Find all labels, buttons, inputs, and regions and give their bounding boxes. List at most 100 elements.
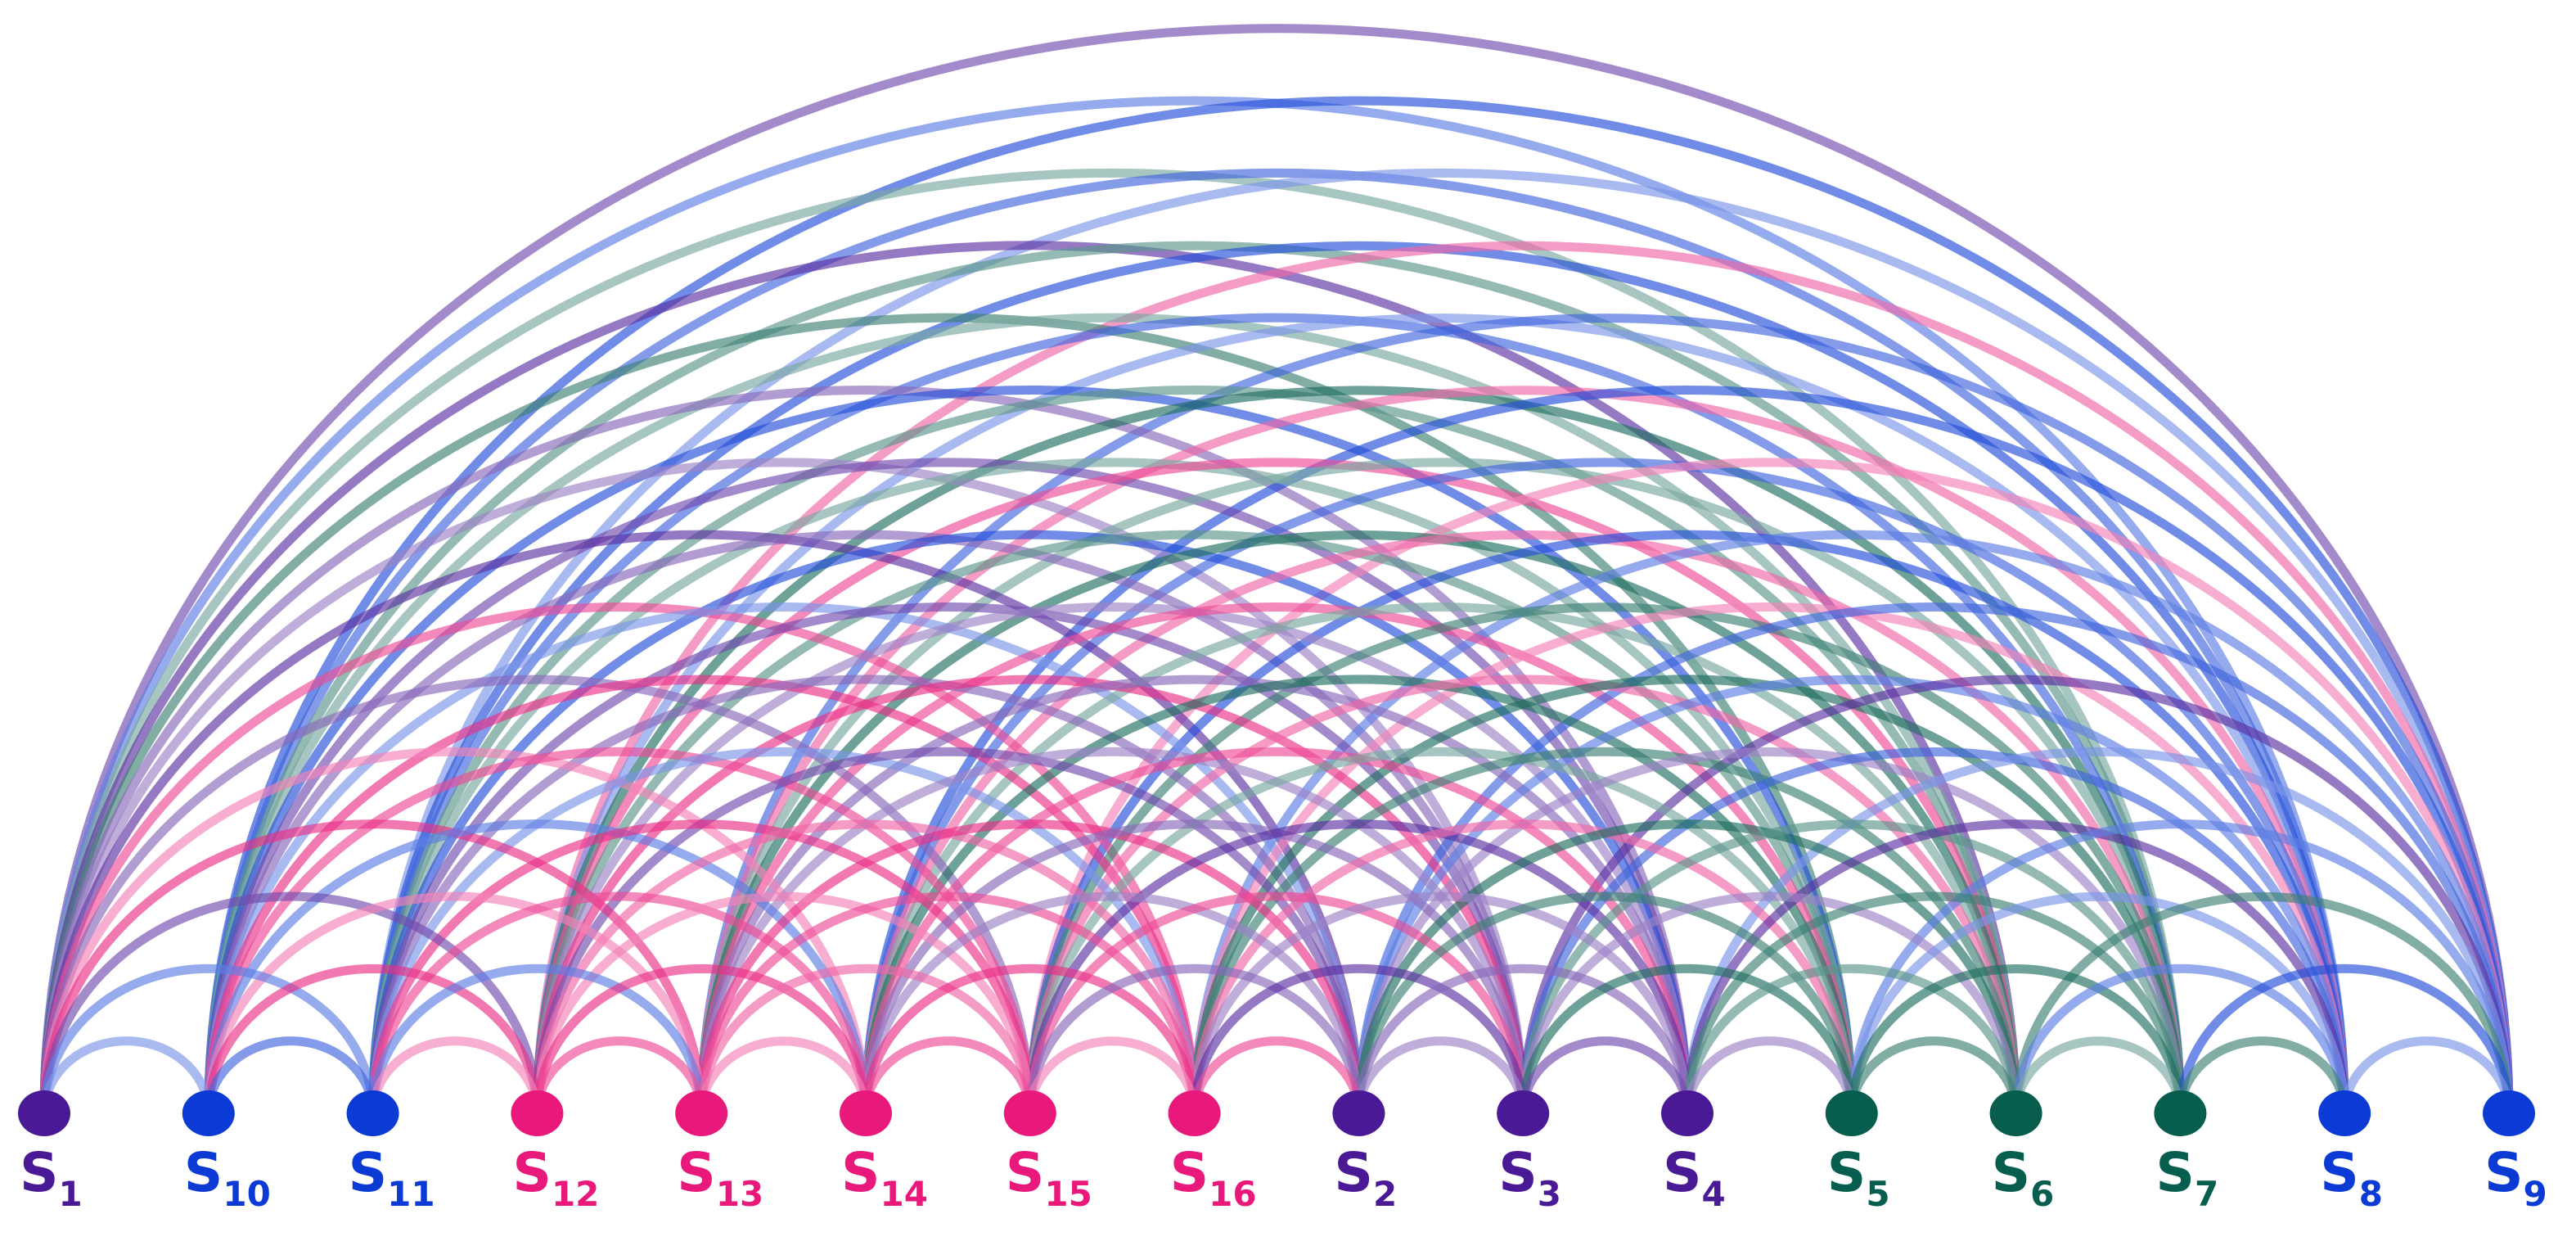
edge [1190, 891, 1692, 1118]
node-subscript: 12 [552, 1174, 599, 1214]
edge [1190, 963, 1528, 1118]
edge [532, 458, 2021, 1118]
node-subscript: 3 [1538, 1174, 1561, 1214]
node-subscript: 9 [2524, 1174, 2547, 1214]
edge [861, 458, 2349, 1118]
edge [39, 1036, 214, 1118]
node [2318, 1090, 2371, 1136]
node-label: S15 [1006, 1141, 1092, 1214]
edge [1682, 747, 2514, 1118]
node-label: S3 [1498, 1141, 1561, 1214]
edge [1025, 602, 2185, 1118]
node-label: S2 [1334, 1141, 1397, 1214]
node [1497, 1090, 1550, 1136]
edge [696, 963, 1035, 1118]
node-label: S4 [1663, 1141, 1726, 1214]
edge [696, 385, 2349, 1118]
node-name: S [2155, 1141, 2195, 1204]
edge [1190, 602, 2349, 1118]
node-name: S [1006, 1141, 1045, 1204]
edge [861, 1036, 1035, 1118]
edge [861, 385, 2514, 1118]
edge [368, 168, 2514, 1118]
edge [39, 602, 1200, 1118]
edge [1847, 891, 2349, 1118]
node-label: S14 [841, 1141, 928, 1214]
node-subscript: 13 [716, 1174, 763, 1214]
edge [1025, 458, 2514, 1118]
node-label: S8 [2320, 1141, 2383, 1214]
edge [204, 385, 1857, 1118]
node-name: S [1992, 1141, 2031, 1204]
edge [368, 747, 1200, 1118]
edge [2175, 963, 2514, 1118]
node-label: S10 [184, 1141, 271, 1214]
node-subscript: 16 [1209, 1174, 1256, 1214]
node [840, 1090, 892, 1136]
edge [861, 602, 2021, 1118]
node-name: S [349, 1141, 388, 1204]
node [1003, 1090, 1056, 1136]
node-name: S [512, 1141, 552, 1204]
edge [1025, 891, 1528, 1118]
node-subscript: 10 [223, 1174, 270, 1214]
edge [1353, 963, 1692, 1118]
node-subscript: 4 [1702, 1174, 1726, 1214]
node-name: S [841, 1141, 880, 1204]
edge [696, 747, 1528, 1118]
node-label: S16 [1170, 1141, 1257, 1214]
node-label: S7 [2155, 1141, 2218, 1214]
node-subscript: 1 [59, 1174, 83, 1214]
node [1168, 1090, 1221, 1136]
edge [204, 168, 2349, 1118]
edge [1518, 891, 2021, 1118]
node-label: S1 [20, 1141, 83, 1214]
edge [861, 747, 1692, 1118]
node [675, 1090, 728, 1136]
edge [1682, 1036, 1857, 1118]
edge [1518, 747, 2349, 1118]
edge [368, 385, 2021, 1118]
node [1989, 1090, 2042, 1136]
edge [696, 1036, 871, 1118]
edge [1847, 963, 2185, 1118]
node-subscript: 7 [2195, 1174, 2218, 1214]
nodes: S1 S10 S11 S12 S13 S14 S15 S16 S2 S3 S4 S5 S6 S7 S8 S9 [18, 1090, 2547, 1214]
edge [1353, 891, 1857, 1118]
edge [1518, 1036, 1692, 1118]
node-subscript: 14 [880, 1174, 928, 1214]
node-subscript: 11 [387, 1174, 435, 1214]
edge [368, 963, 706, 1118]
edge [1190, 1036, 1363, 1118]
node [2154, 1090, 2207, 1136]
edge [1353, 602, 2514, 1118]
edge [204, 602, 1363, 1118]
edge [368, 602, 1528, 1118]
node [346, 1090, 399, 1136]
edge [861, 963, 1200, 1118]
node-subscript: 5 [1866, 1174, 1889, 1214]
node-label: S6 [1992, 1141, 2055, 1214]
edge [532, 891, 1035, 1118]
node [511, 1090, 564, 1136]
node [1332, 1090, 1385, 1136]
node-name: S [184, 1141, 223, 1204]
edge [39, 385, 1692, 1118]
node-subscript: 6 [2030, 1174, 2054, 1214]
edge [2011, 1036, 2185, 1118]
edge [1025, 1036, 1200, 1118]
node [2483, 1090, 2535, 1136]
node-subscript: 2 [1373, 1174, 1397, 1214]
edge [1353, 747, 2185, 1118]
edge [204, 747, 1035, 1118]
edge [1518, 963, 1857, 1118]
edge [532, 963, 871, 1118]
edges [39, 24, 2514, 1118]
edge [1847, 1036, 2021, 1118]
node [18, 1090, 70, 1136]
edge [368, 241, 2349, 1118]
node-subscript: 8 [2359, 1174, 2383, 1214]
node-label: S13 [677, 1141, 763, 1214]
edge [39, 24, 2514, 1118]
